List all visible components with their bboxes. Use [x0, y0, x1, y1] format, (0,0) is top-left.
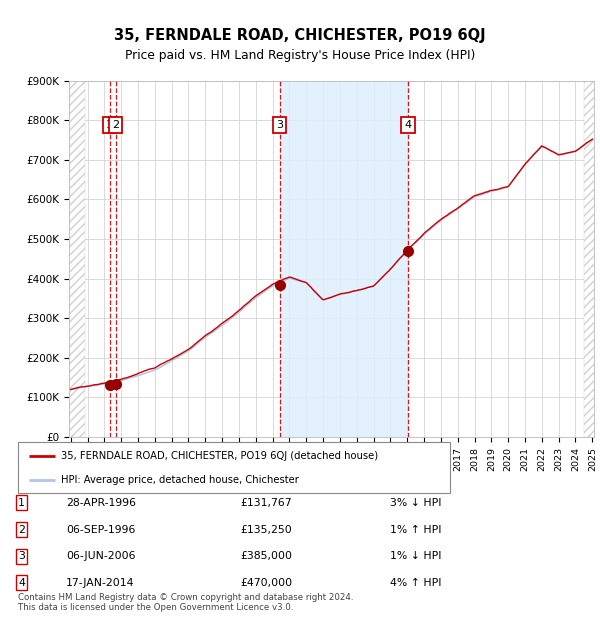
Text: Price paid vs. HM Land Registry's House Price Index (HPI): Price paid vs. HM Land Registry's House …: [125, 50, 475, 62]
Text: 06-JUN-2006: 06-JUN-2006: [66, 551, 136, 561]
Bar: [584, 81, 600, 437]
Text: 1: 1: [106, 120, 113, 130]
Text: £135,250: £135,250: [240, 525, 292, 534]
Text: £470,000: £470,000: [240, 578, 292, 588]
Text: 3: 3: [18, 551, 25, 561]
Text: 1% ↑ HPI: 1% ↑ HPI: [390, 525, 442, 534]
Text: 2: 2: [112, 120, 119, 130]
Text: 4: 4: [404, 120, 412, 130]
Text: Contains HM Land Registry data © Crown copyright and database right 2024.
This d: Contains HM Land Registry data © Crown c…: [18, 593, 353, 612]
Text: HPI: Average price, detached house, Chichester: HPI: Average price, detached house, Chic…: [61, 475, 299, 485]
Text: 17-JAN-2014: 17-JAN-2014: [66, 578, 134, 588]
Text: 28-APR-1996: 28-APR-1996: [66, 498, 136, 508]
Text: £385,000: £385,000: [240, 551, 292, 561]
Text: 1% ↓ HPI: 1% ↓ HPI: [390, 551, 442, 561]
Text: £131,767: £131,767: [240, 498, 292, 508]
Text: 4: 4: [18, 578, 25, 588]
Bar: [62, 81, 85, 437]
Bar: [280, 81, 408, 437]
Text: 3: 3: [277, 120, 283, 130]
Text: 1: 1: [18, 498, 25, 508]
Text: 3% ↓ HPI: 3% ↓ HPI: [390, 498, 442, 508]
FancyBboxPatch shape: [18, 442, 450, 493]
Text: 35, FERNDALE ROAD, CHICHESTER, PO19 6QJ (detached house): 35, FERNDALE ROAD, CHICHESTER, PO19 6QJ …: [61, 451, 379, 461]
Text: 2: 2: [18, 525, 25, 534]
Text: 4% ↑ HPI: 4% ↑ HPI: [390, 578, 442, 588]
Text: 06-SEP-1996: 06-SEP-1996: [66, 525, 136, 534]
Text: 35, FERNDALE ROAD, CHICHESTER, PO19 6QJ: 35, FERNDALE ROAD, CHICHESTER, PO19 6QJ: [114, 29, 486, 43]
